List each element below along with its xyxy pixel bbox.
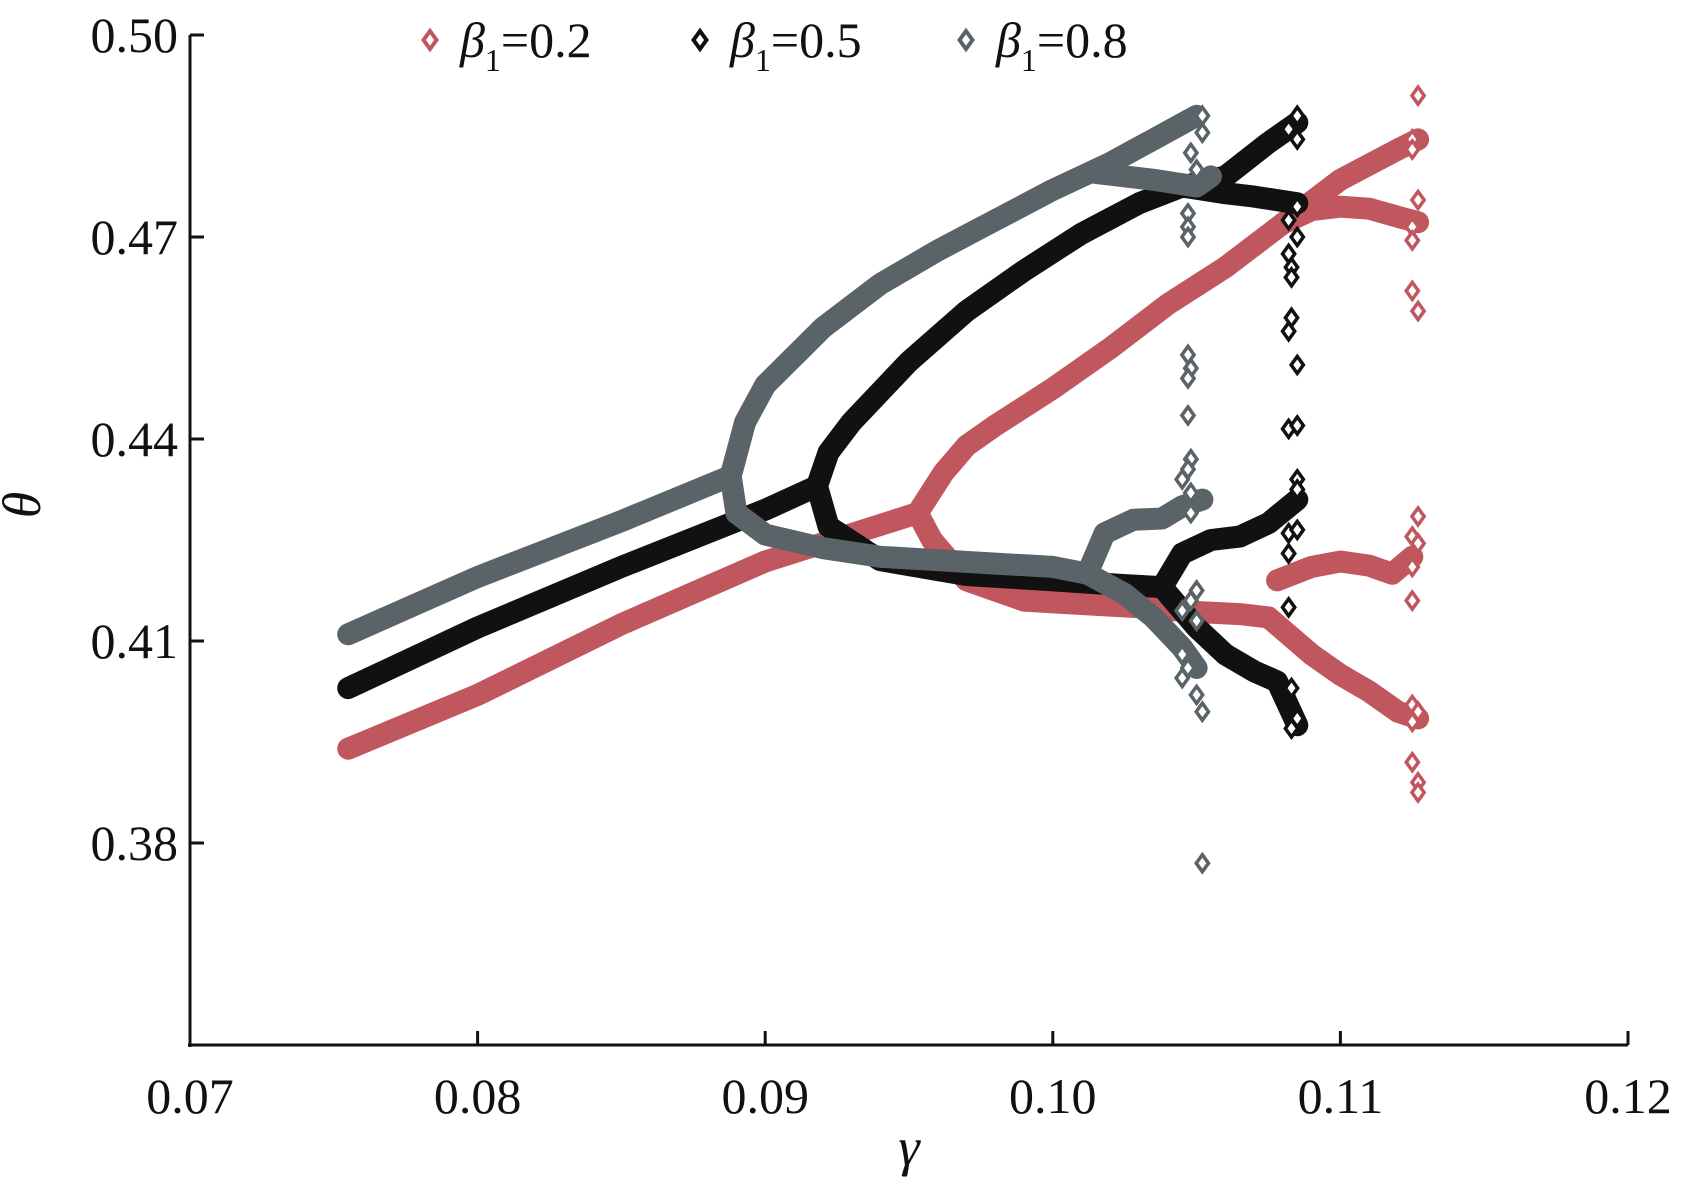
- x-tick-label-6: 0.12: [1584, 1068, 1672, 1124]
- series-2-branch-1: [337, 475, 828, 700]
- series-2-marker-16: [1288, 478, 1306, 501]
- series-1-branch-6: [1266, 545, 1424, 592]
- series-2-marker-2: [1280, 117, 1297, 141]
- y-tick-label-4: 0.47: [91, 209, 179, 265]
- legend-label-3: β1=0.8: [995, 12, 1128, 78]
- series-1-branch-5: [1257, 606, 1430, 730]
- series-2-marker-12: [1288, 353, 1306, 377]
- series-1-marker-16: [1404, 710, 1421, 734]
- series-3-marker-7: [1179, 225, 1197, 249]
- series-3-branch-6: [1076, 488, 1214, 585]
- x-tick-label-2: 0.08: [434, 1068, 522, 1124]
- series-1-marker-11: [1409, 531, 1427, 555]
- axes-layer: 0.07 0.08 0.09 0.10 0.11 0.12 0.38 0.41 0.44 0.47…: [91, 7, 1672, 1124]
- series-1-branch-3: [1271, 195, 1430, 235]
- legend-marker-1: [421, 27, 439, 53]
- series-3-marker-18: [1182, 589, 1200, 613]
- series-2-marker-11: [1280, 319, 1297, 343]
- legend-item-3: β1=0.8: [957, 12, 1128, 78]
- series-2-marker-14: [1288, 414, 1306, 438]
- series-1-marker-8: [1409, 299, 1427, 323]
- series-2-marker-23: [1283, 717, 1300, 741]
- series-2-marker-9: [1283, 265, 1300, 289]
- legend-item-2: β1=0.5: [691, 12, 862, 78]
- legend-marker-2: [691, 27, 709, 53]
- series-1-marker-12: [1404, 555, 1421, 579]
- series-3-marker-14: [1173, 467, 1191, 491]
- series-2-marker-19: [1280, 541, 1297, 565]
- series-2-marker-4: [1288, 195, 1306, 219]
- series-3-marker-4: [1188, 158, 1205, 182]
- legend-item-1: β1=0.2: [421, 12, 592, 78]
- series-layer: [337, 84, 1430, 875]
- x-tick-label-3: 0.09: [721, 1068, 809, 1124]
- series-3-marker-2: [1194, 121, 1211, 145]
- series-2-marker-18: [1288, 518, 1306, 542]
- y-tick-label-5: 0.50: [91, 7, 179, 63]
- series-3-branch-3: [1084, 162, 1222, 198]
- x-tick-label-4: 0.10: [1009, 1068, 1097, 1124]
- series-2-branch-6: [1151, 488, 1309, 599]
- series-3-marker-25: [1194, 700, 1211, 724]
- series-3: [337, 104, 1222, 875]
- series-1-marker-3: [1404, 137, 1421, 161]
- legend-marker-3: [957, 27, 975, 53]
- x-axis-title: γ: [898, 1117, 921, 1177]
- series-3-marker-21: [1173, 642, 1191, 666]
- series-3-marker-26: [1194, 851, 1211, 875]
- series-3-branch-2: [719, 104, 1208, 487]
- series-1-branch-2: [906, 128, 1430, 525]
- series-3-marker-19: [1173, 599, 1191, 623]
- series-1-marker-7: [1404, 279, 1421, 303]
- series-2-marker-5: [1280, 208, 1297, 232]
- series-1-marker-13: [1404, 589, 1421, 613]
- y-tick-label-3: 0.44: [91, 411, 179, 467]
- y-axis-title: θ: [0, 492, 52, 519]
- series-3-marker-11: [1179, 403, 1197, 427]
- series-2-marker-21: [1283, 676, 1300, 700]
- x-tick-label-1: 0.07: [146, 1068, 234, 1124]
- series-2-marker-3: [1288, 127, 1306, 151]
- legend-label-2: β1=0.5: [729, 12, 862, 78]
- series-2-marker-6: [1288, 225, 1306, 249]
- series-1-marker-6: [1404, 228, 1421, 252]
- series-2-marker-20: [1280, 595, 1297, 619]
- series-3-branch-4: [719, 465, 1099, 585]
- x-tick-label-5: 0.11: [1298, 1068, 1384, 1124]
- series-3-marker-23: [1173, 666, 1191, 690]
- series-3-marker-16: [1182, 501, 1200, 525]
- series-1-marker-1: [1409, 84, 1427, 108]
- series-3-branch-1: [337, 465, 742, 646]
- series-3-marker-15: [1182, 481, 1200, 505]
- series-3-marker-24: [1188, 683, 1205, 707]
- series-1-marker-4: [1409, 188, 1427, 212]
- series-2-branch-2: [806, 111, 1309, 498]
- series-2-marker-1: [1288, 104, 1306, 128]
- series-1-marker-9: [1409, 504, 1427, 528]
- legend-label-1: β1=0.2: [459, 12, 592, 78]
- series-1-marker-17: [1404, 750, 1421, 774]
- series-3-marker-3: [1182, 141, 1200, 165]
- series-3-marker-20: [1188, 609, 1205, 633]
- legend: β1=0.2 β1=0.5 β1=0.8: [421, 12, 1128, 78]
- y-tick-label-2: 0.41: [91, 613, 179, 669]
- series-2: [337, 104, 1309, 741]
- y-tick-label-1: 0.38: [91, 815, 179, 871]
- series-3-marker-10: [1179, 366, 1197, 390]
- series-1-marker-19: [1409, 781, 1427, 804]
